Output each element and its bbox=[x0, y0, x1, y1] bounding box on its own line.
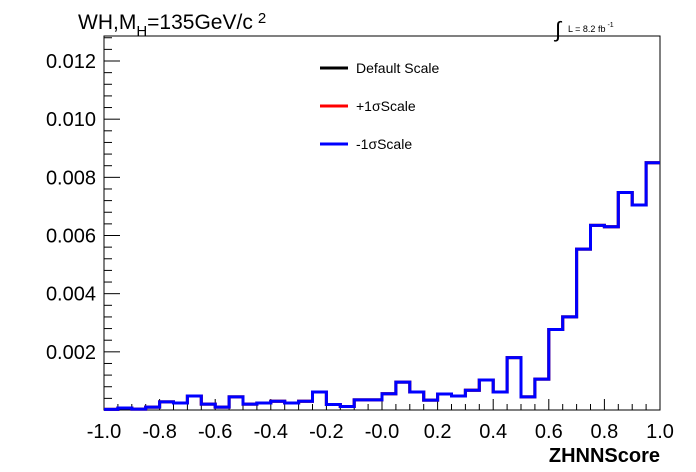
histogram-series-3 bbox=[104, 161, 660, 411]
x-tick-label: 0.6 bbox=[535, 421, 563, 443]
title-subscript: H bbox=[136, 23, 147, 40]
x-axis-title: ZHNNScore bbox=[549, 445, 660, 467]
x-tick-label: 0.2 bbox=[424, 421, 452, 443]
legend-label-1: Default Scale bbox=[356, 60, 439, 76]
legend-label-2: +1σScale bbox=[356, 98, 416, 114]
chart-title: WH,MH=135GeV/c 2 bbox=[78, 10, 266, 40]
integral-symbol: ∫ bbox=[553, 17, 563, 42]
y-tick-label: 0.010 bbox=[46, 109, 96, 131]
x-tick-label: 0.8 bbox=[590, 421, 618, 443]
title-superscript: 2 bbox=[258, 10, 266, 27]
y-axis: 0.002 0.004 0.006 0.008 0.010 0.012 bbox=[46, 37, 120, 399]
y-tick-label: 0.006 bbox=[46, 226, 96, 248]
x-tick-label: -1.0 bbox=[87, 421, 121, 443]
luminosity-superscript: -1 bbox=[607, 22, 613, 29]
x-tick-label: -0.4 bbox=[254, 421, 288, 443]
luminosity-value: L = 8.2 fb bbox=[568, 24, 605, 34]
luminosity-label: L = 8.2 fb -1 bbox=[568, 22, 614, 34]
plot-frame bbox=[103, 35, 661, 411]
x-tick-label: -0.8 bbox=[142, 421, 176, 443]
y-tick-label: 0.012 bbox=[46, 51, 96, 73]
x-tick-label: -0.0 bbox=[365, 421, 399, 443]
x-axis: -1.0 -0.8 -0.6 -0.4 -0.2 -0.0 0.2 0.4 0.6 0.8 1.0 bbox=[87, 399, 674, 443]
y-tick-label: 0.004 bbox=[46, 284, 96, 306]
x-tick-label: 0.4 bbox=[479, 421, 507, 443]
y-tick-label: 0.002 bbox=[46, 342, 96, 364]
x-tick-label: 1.0 bbox=[646, 421, 674, 443]
y-tick-label: 0.008 bbox=[46, 167, 96, 189]
x-tick-label: -0.2 bbox=[309, 421, 343, 443]
series-layer bbox=[104, 161, 660, 411]
title-main: WH,M bbox=[78, 11, 136, 34]
title-rest: =135GeV/c bbox=[147, 11, 253, 34]
x-tick-label: -0.6 bbox=[198, 421, 232, 443]
legend-label-3: -1σScale bbox=[356, 136, 412, 152]
legend: Default Scale +1σScale -1σScale bbox=[320, 60, 439, 152]
